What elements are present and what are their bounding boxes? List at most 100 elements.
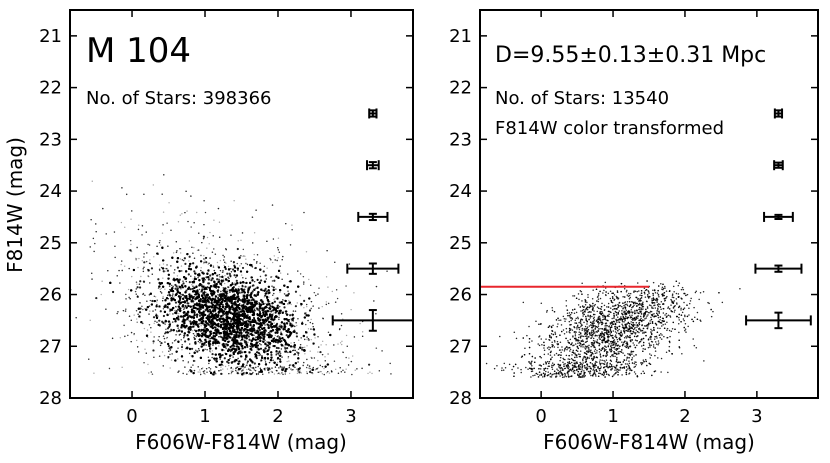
star-point (308, 370, 312, 373)
star-point (148, 372, 150, 374)
star-point (240, 339, 242, 342)
star-point (294, 325, 296, 328)
star-point (284, 347, 287, 350)
star-point (175, 285, 178, 288)
star-point (294, 366, 296, 369)
star-point (254, 369, 256, 371)
star-point (214, 310, 217, 313)
star-point (232, 356, 234, 358)
star-point (165, 328, 167, 331)
star-point (270, 259, 272, 261)
star-point (145, 231, 147, 233)
star-point (176, 250, 178, 252)
star-point (253, 362, 256, 365)
star-point (242, 320, 244, 322)
star-point (169, 288, 171, 291)
star-point (248, 373, 250, 376)
star-point (299, 273, 302, 275)
star-point (122, 309, 125, 312)
star-point (141, 225, 144, 227)
star-point (312, 326, 314, 328)
star-point (214, 253, 217, 255)
star-point (252, 242, 254, 244)
star-point (389, 362, 391, 365)
star-point (138, 301, 141, 304)
star-point (178, 334, 181, 336)
star-point (91, 272, 93, 275)
star-point (291, 224, 293, 226)
star-point (348, 263, 351, 265)
star-point (303, 346, 306, 349)
star-point (222, 287, 225, 289)
star-point (246, 368, 248, 371)
star-point (293, 342, 296, 344)
star-point (295, 324, 298, 327)
star-point (303, 299, 306, 302)
star-point (276, 335, 279, 338)
star-point (192, 252, 194, 254)
star-point (202, 370, 205, 373)
star-point (317, 336, 319, 338)
star-point (136, 283, 138, 285)
star-point (208, 308, 212, 311)
star-point (89, 246, 91, 248)
star-point (237, 370, 239, 372)
star-point (142, 293, 144, 296)
star-point (178, 370, 180, 372)
star-point (169, 313, 171, 315)
star-point (169, 322, 172, 324)
star-point (202, 367, 204, 369)
star-point (137, 228, 140, 231)
star-point (269, 257, 271, 260)
star-point (225, 262, 227, 264)
star-point (135, 281, 138, 283)
star-point (211, 251, 214, 253)
star-point (229, 357, 231, 360)
star-point (228, 272, 231, 276)
star-point (165, 267, 167, 270)
star-point (125, 193, 128, 196)
star-point (208, 243, 210, 245)
star-point (290, 318, 293, 320)
star-point (246, 362, 248, 364)
star-point (290, 342, 292, 344)
star-point (205, 291, 207, 294)
star-point (116, 275, 118, 277)
star-point (194, 329, 196, 331)
star-point (172, 321, 174, 323)
star-point (223, 261, 226, 263)
star-point (230, 234, 232, 236)
star-point (136, 321, 139, 323)
star-point (269, 325, 272, 328)
star-point (240, 263, 243, 265)
star-point (130, 340, 132, 343)
star-point (333, 344, 335, 346)
star-point (180, 345, 184, 349)
star-point (342, 351, 344, 353)
star-point (133, 333, 135, 335)
star-point (225, 248, 227, 251)
star-point (279, 365, 282, 367)
star-point (168, 347, 171, 350)
left-star-cloud (70, 174, 392, 376)
star-point (171, 342, 174, 344)
star-point (207, 278, 210, 281)
star-point (194, 360, 196, 362)
star-point (215, 287, 217, 289)
star-point (230, 260, 232, 262)
star-point (247, 341, 249, 344)
star-point (135, 257, 138, 260)
star-point (317, 359, 319, 362)
star-point (300, 305, 302, 307)
star-point (148, 313, 150, 315)
star-point (202, 235, 206, 238)
star-point (201, 241, 203, 244)
star-point (190, 288, 192, 290)
star-point (158, 319, 161, 322)
star-point (208, 313, 211, 316)
star-point (294, 310, 297, 312)
star-point (238, 372, 240, 375)
star-point (209, 368, 212, 370)
star-point (299, 370, 301, 372)
star-point (307, 338, 310, 340)
